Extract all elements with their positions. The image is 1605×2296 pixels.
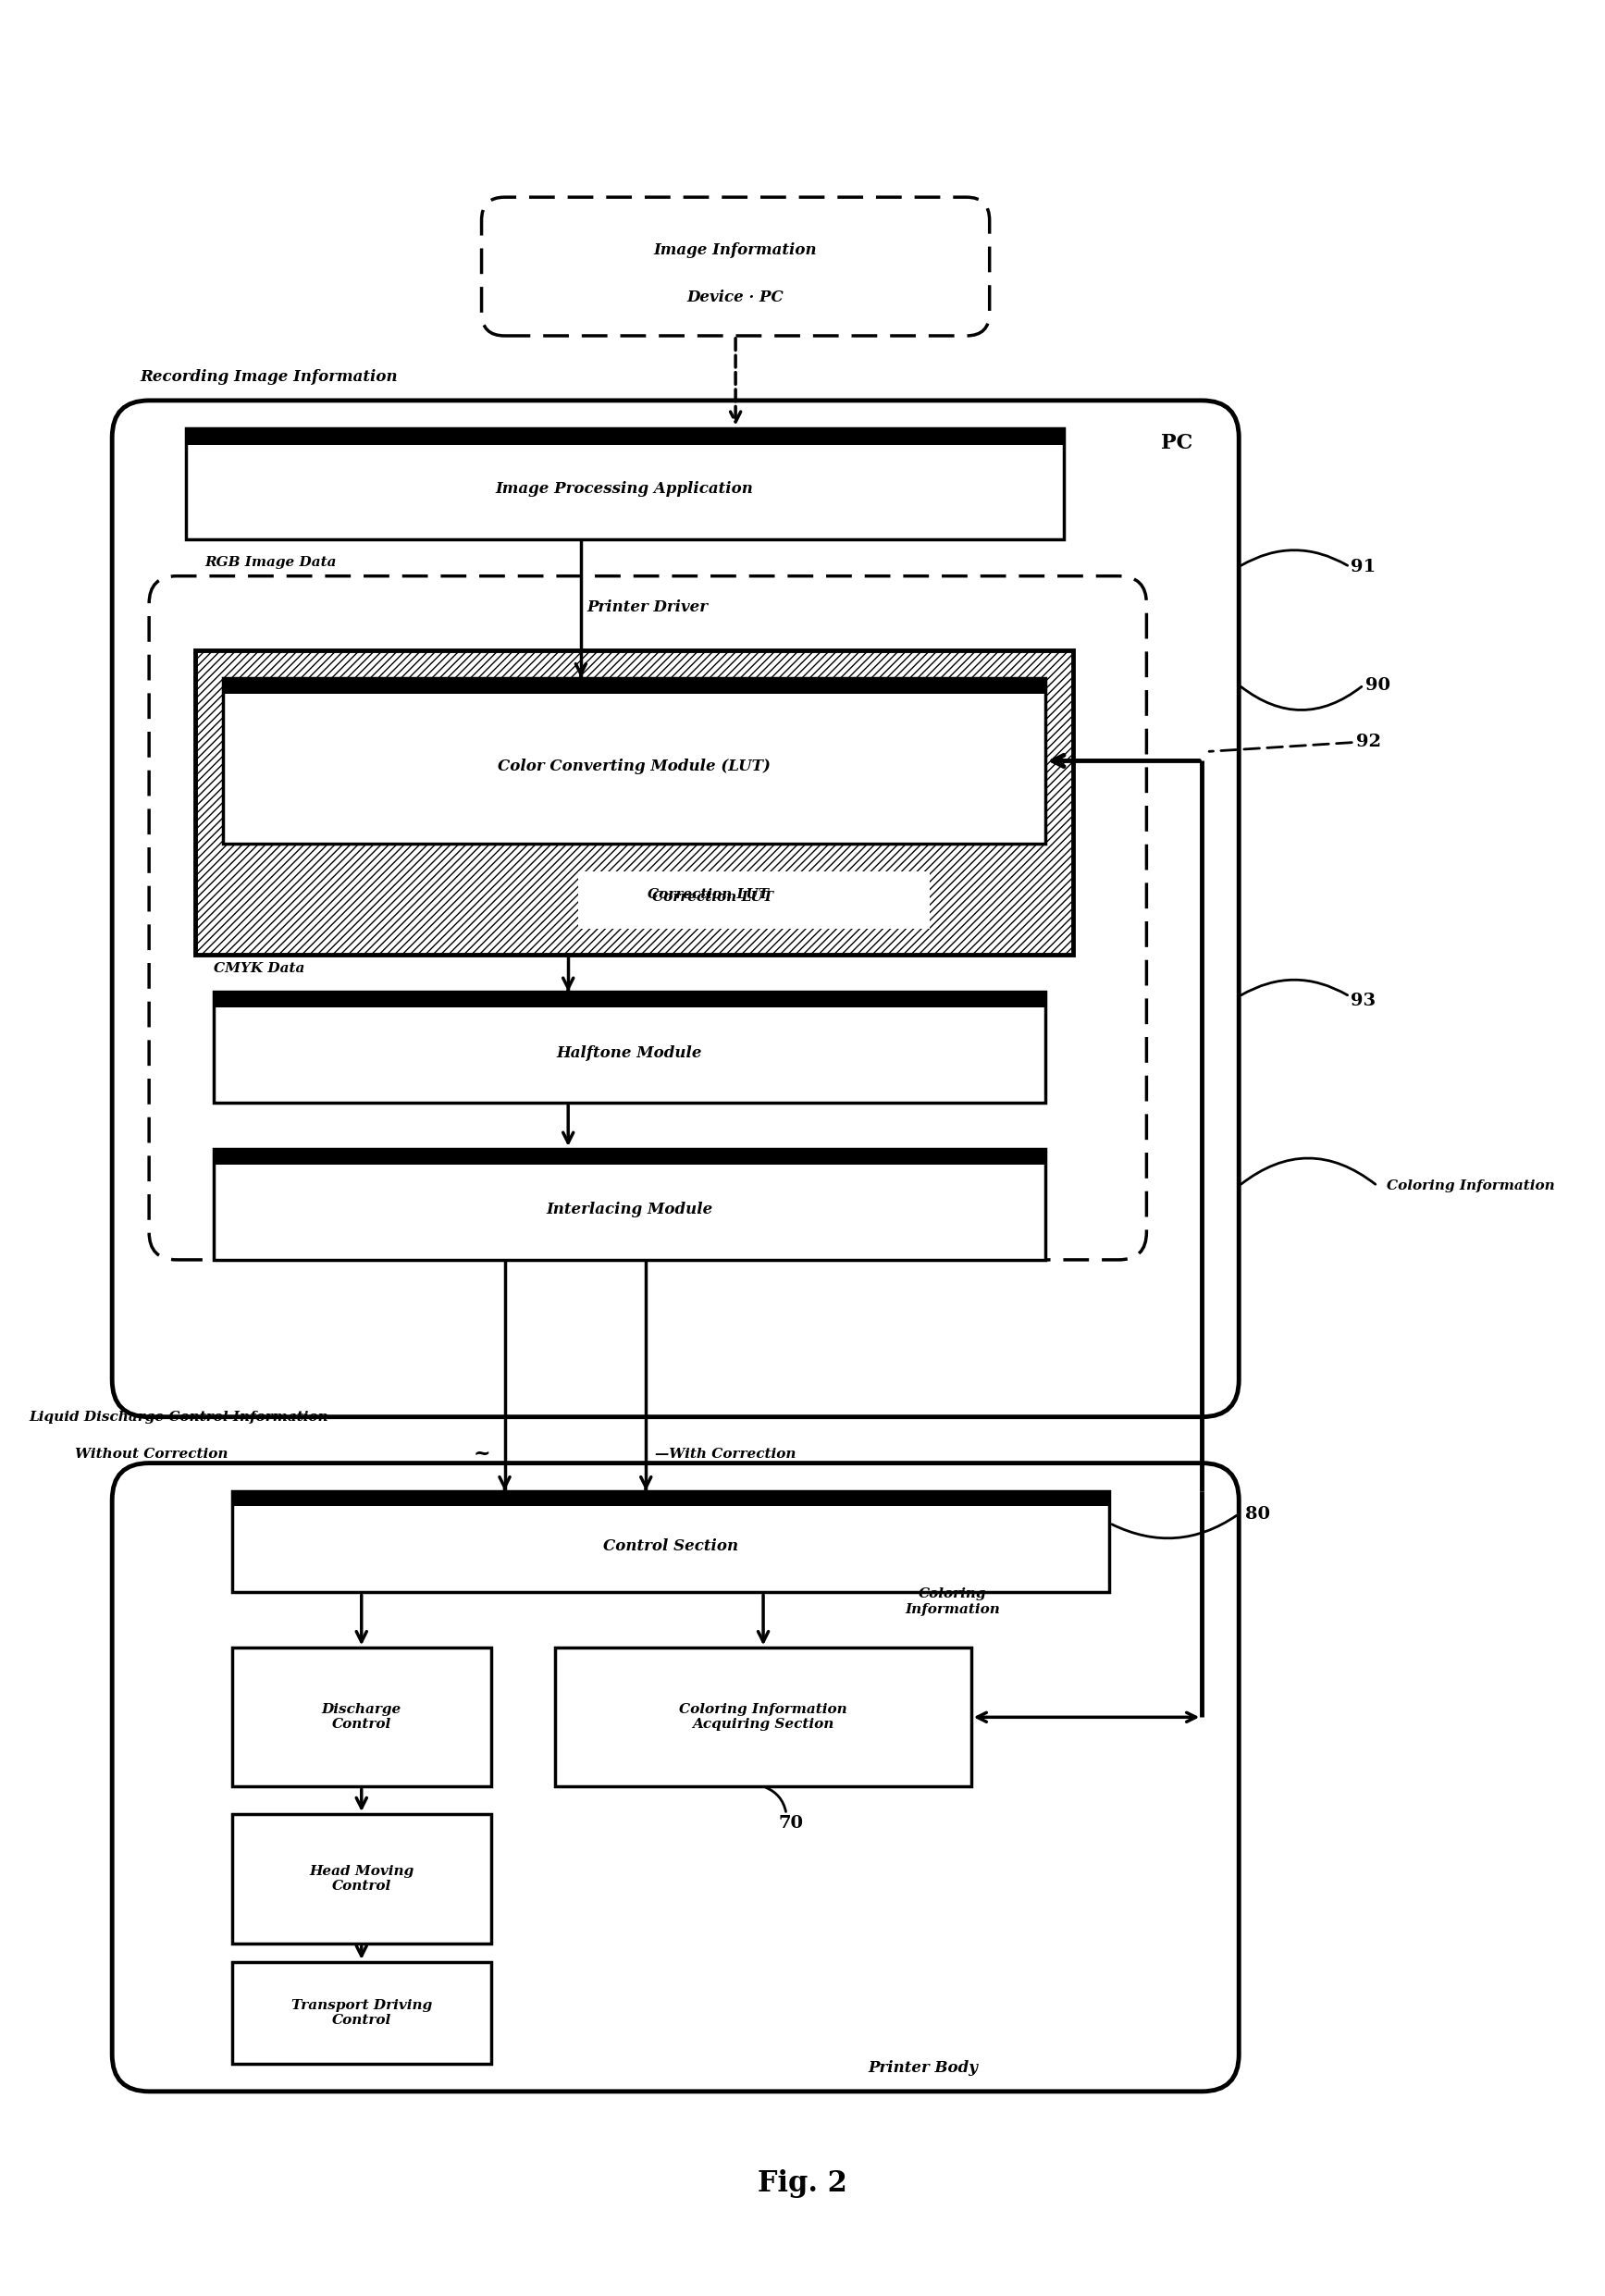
Bar [213, 992, 1045, 1008]
Bar [186, 427, 1064, 540]
Text: Correction LUT: Correction LUT [652, 891, 774, 905]
FancyBboxPatch shape [482, 197, 990, 335]
Bar [186, 427, 1064, 445]
Text: Coloring
Information: Coloring Information [905, 1589, 1000, 1616]
Text: Coloring Information: Coloring Information [1387, 1180, 1555, 1192]
Bar [578, 872, 929, 930]
Text: Device · PC: Device · PC [687, 289, 783, 305]
Text: Image Processing Application: Image Processing Application [496, 482, 754, 496]
FancyBboxPatch shape [149, 576, 1146, 1261]
Text: 90: 90 [1364, 677, 1390, 693]
Text: Without Correction: Without Correction [75, 1446, 228, 1460]
Text: 91: 91 [1351, 558, 1375, 574]
Text: 70: 70 [778, 1816, 804, 1832]
Text: 93: 93 [1351, 992, 1375, 1010]
Text: Printer Driver: Printer Driver [587, 599, 708, 615]
Text: —With Correction: —With Correction [655, 1446, 796, 1460]
Bar [233, 1963, 491, 2064]
Text: Liquid Discharge Control Information: Liquid Discharge Control Information [29, 1410, 329, 1424]
Bar [213, 1148, 1045, 1261]
Text: Transport Driving
Control: Transport Driving Control [291, 2000, 432, 2027]
Bar [213, 1148, 1045, 1164]
Text: 92: 92 [1356, 735, 1380, 751]
Bar [196, 650, 1072, 955]
FancyBboxPatch shape [112, 1463, 1239, 2092]
Text: PC: PC [1160, 434, 1193, 452]
Bar [233, 1490, 1109, 1593]
Text: Recording Image Information: Recording Image Information [140, 370, 398, 386]
Text: Correction LUT: Correction LUT [647, 889, 769, 902]
Bar [213, 992, 1045, 1102]
Bar [223, 677, 1045, 845]
Text: Color Converting Module (LUT): Color Converting Module (LUT) [498, 758, 770, 774]
FancyBboxPatch shape [112, 400, 1239, 1417]
Text: Head Moving
Control: Head Moving Control [310, 1864, 414, 1892]
Text: Coloring Information
Acquiring Section: Coloring Information Acquiring Section [679, 1704, 847, 1731]
Bar [223, 677, 1045, 693]
Text: 80: 80 [1245, 1506, 1270, 1522]
Bar [233, 1490, 1109, 1506]
Text: Halftone Module: Halftone Module [557, 1045, 701, 1061]
Text: Control Section: Control Section [603, 1538, 738, 1554]
Text: Discharge
Control: Discharge Control [321, 1704, 401, 1731]
Text: RGB Image Data: RGB Image Data [204, 556, 337, 569]
Text: Printer Body: Printer Body [868, 2060, 979, 2076]
Text: CMYK Data: CMYK Data [213, 962, 305, 976]
Text: ~: ~ [473, 1444, 491, 1465]
Text: Interlacing Module: Interlacing Module [546, 1203, 713, 1217]
Text: Fig. 2: Fig. 2 [758, 2170, 847, 2197]
Text: Image Information: Image Information [653, 241, 817, 257]
Bar [233, 1649, 491, 1786]
Bar [555, 1649, 971, 1786]
Bar [233, 1814, 491, 1945]
